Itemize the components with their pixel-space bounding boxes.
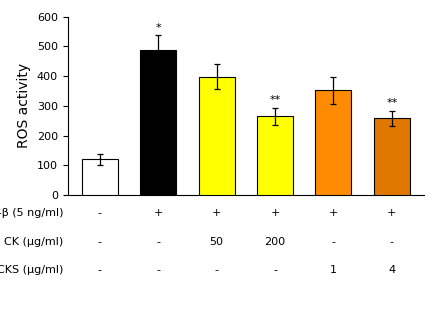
Text: 4: 4 — [388, 265, 395, 276]
Text: -: - — [98, 208, 102, 218]
Text: CKS (μg/ml): CKS (μg/ml) — [0, 265, 63, 276]
Y-axis label: ROS activity: ROS activity — [17, 63, 31, 149]
Text: 200: 200 — [264, 237, 285, 247]
Text: CK (μg/ml): CK (μg/ml) — [4, 237, 63, 247]
Text: -: - — [331, 237, 335, 247]
Text: -: - — [215, 265, 218, 276]
Text: -: - — [156, 265, 160, 276]
Text: +: + — [271, 208, 280, 218]
Text: +: + — [329, 208, 338, 218]
Bar — [198, 77, 235, 195]
Text: 50: 50 — [210, 237, 224, 247]
Text: -: - — [98, 237, 102, 247]
Text: +: + — [387, 208, 396, 218]
Text: +: + — [153, 208, 163, 218]
Text: **: ** — [386, 98, 397, 108]
Text: -: - — [273, 265, 277, 276]
Text: *: * — [156, 23, 161, 33]
Bar — [140, 50, 177, 195]
Text: **: ** — [269, 95, 281, 105]
Text: +: + — [212, 208, 221, 218]
Bar — [257, 116, 293, 195]
Text: -: - — [390, 237, 394, 247]
Text: -: - — [98, 265, 102, 276]
Bar — [82, 159, 118, 195]
Text: TGF-β (5 ng/ml): TGF-β (5 ng/ml) — [0, 208, 63, 218]
Text: 1: 1 — [330, 265, 337, 276]
Text: -: - — [156, 237, 160, 247]
Bar — [315, 90, 351, 195]
Bar — [374, 118, 410, 195]
